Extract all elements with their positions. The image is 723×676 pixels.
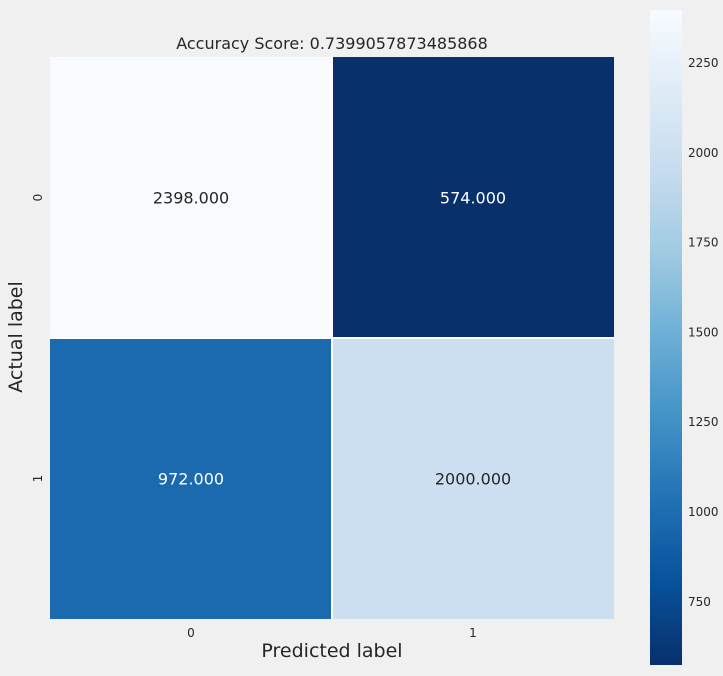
x-tick-label-0: 0 [187,626,195,640]
cell-value-label-0-0: 2398.000 [153,189,229,208]
heatmap-cell-1-1 [332,338,614,619]
cell-value-label-1-0: 972.000 [158,470,224,489]
y-tick-label-1: 1 [31,475,45,483]
heatmap-gridlines [50,57,614,619]
colorbar-tick-label-0: 750 [688,595,711,609]
colorbar-tick-label-2: 1250 [688,415,719,429]
chart-title: Accuracy Score: 0.7399057873485868 [176,34,488,53]
heatmap-cell-0-1 [332,57,614,338]
cell-value-label-0-1: 574.000 [440,189,506,208]
y-tick-labels: 01 [31,194,45,483]
colorbar [650,10,682,665]
colorbar-tick-label-5: 2000 [688,146,719,160]
colorbar-tick-label-1: 1000 [688,505,719,519]
colorbar-tick-label-6: 2250 [688,56,719,70]
cell-value-label-1-1: 2000.000 [435,470,511,489]
colorbar-tick-label-3: 1500 [688,325,719,339]
heatmap-cells: 2398.000 574.000 972.000 2000.000 [50,57,614,619]
x-tick-label-1: 1 [469,626,477,640]
y-tick-label-0: 0 [31,194,45,202]
colorbar-tick-labels: 750 1000 1250 1500 1750 2000 2250 [688,56,719,609]
heatmap-cell-0-0 [50,57,332,338]
x-axis-label: Predicted label [261,640,402,662]
heatmap-cell-1-0 [50,338,332,619]
y-axis-label: Actual label [5,281,27,393]
colorbar-tick-label-4: 1750 [688,236,719,250]
